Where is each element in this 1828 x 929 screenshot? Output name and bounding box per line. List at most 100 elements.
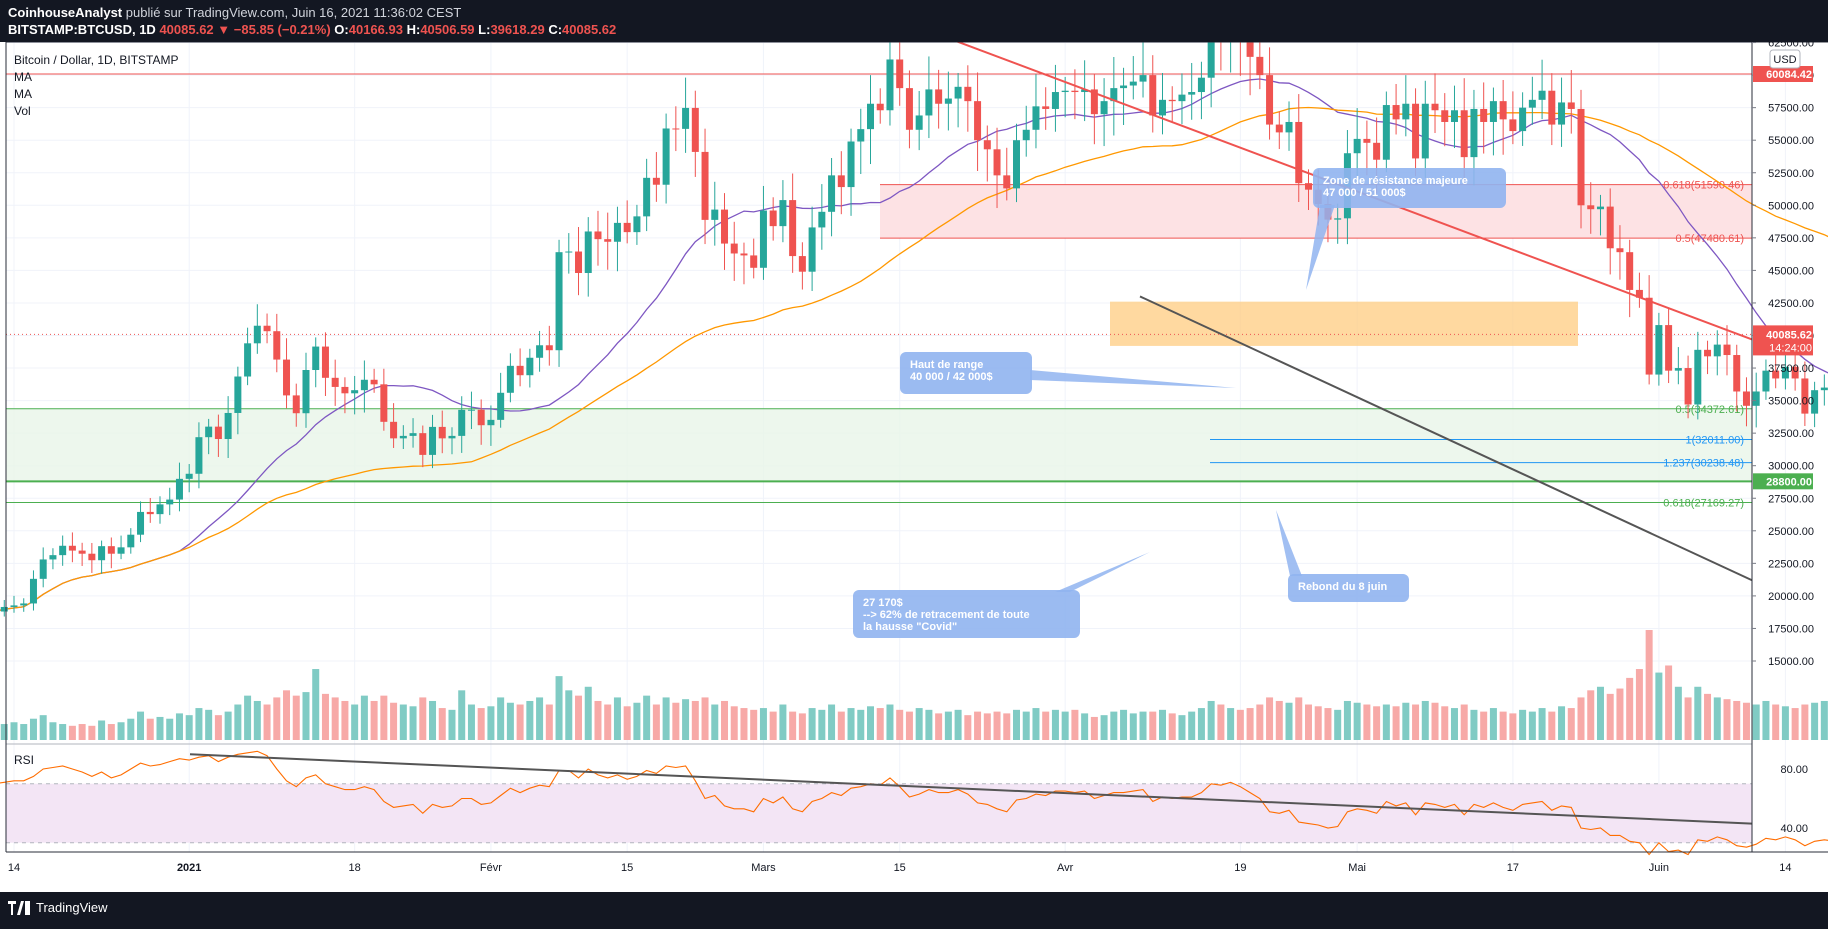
volume-bars [0, 630, 1828, 740]
candle-body [584, 231, 592, 274]
candle-body [1188, 92, 1196, 95]
candle-body [905, 88, 913, 130]
volume-bar [1139, 711, 1147, 740]
candle-body [1120, 85, 1128, 89]
close-label: C: [548, 22, 563, 37]
candle-body [964, 86, 972, 102]
candle-body [1509, 119, 1517, 132]
volume-bar [1489, 708, 1497, 740]
volume-bar [1188, 711, 1196, 740]
volume-bar [166, 718, 174, 740]
volume-bar [1061, 711, 1069, 740]
axes[interactable]: 65000.0062500.0060000.0057500.0055000.00… [5, 42, 1828, 874]
ma-slow-label[interactable]: MA [14, 87, 32, 101]
candle-body [555, 252, 563, 351]
low-value: 39618.29 [490, 22, 545, 37]
volume-bar [1460, 704, 1468, 740]
volume-bar [1801, 704, 1809, 740]
volume-bar [1129, 713, 1137, 740]
chart[interactable]: 0.618(51590.46) 0.5(47480.61) 0.5(34372.61… [0, 42, 1828, 892]
candle-body [214, 426, 222, 440]
volume-bar [273, 697, 281, 740]
candle-body [244, 343, 252, 377]
candle-body [263, 325, 271, 332]
rsi-pane[interactable] [0, 743, 1828, 856]
note-retracement [853, 590, 1080, 638]
volume-bar [1246, 708, 1254, 740]
candle-body [351, 390, 359, 394]
volume-bar [1382, 704, 1390, 740]
volume-bar [565, 690, 573, 740]
candle-body [623, 222, 631, 233]
volume-bar [370, 700, 378, 740]
candle-body [837, 175, 845, 188]
candle-body [438, 426, 446, 439]
candle-body [1704, 349, 1712, 357]
volume-label[interactable]: Vol [14, 104, 31, 118]
candle-body [594, 231, 602, 240]
currency-badge[interactable] [1769, 49, 1801, 69]
volume-bar [1811, 702, 1819, 740]
volume-bar [49, 722, 57, 740]
publisher-name[interactable]: CoinhouseAnalyst [8, 5, 123, 20]
ma-slow-line [0, 106, 1828, 611]
candle-body [828, 175, 836, 212]
candle-body [419, 433, 427, 455]
candle-body [789, 200, 797, 257]
volume-bar [818, 709, 826, 740]
candle-body [867, 103, 875, 130]
candle-body [477, 409, 485, 426]
volume-bar [244, 695, 252, 740]
volume-bar [1343, 700, 1351, 740]
x-tick-label: 14 [8, 862, 20, 874]
candle-body [1003, 175, 1011, 189]
candle-body [1635, 289, 1643, 298]
volume-bar [526, 700, 534, 740]
volume-bar [652, 704, 660, 740]
candle-body [497, 392, 505, 420]
candle-body [1752, 391, 1760, 406]
volume-bar [1684, 697, 1692, 740]
volume-bar [1227, 708, 1235, 740]
candle-body [1100, 101, 1108, 115]
volume-bar [944, 711, 952, 740]
candle-body [234, 376, 242, 413]
candle-body [944, 98, 952, 104]
volume-bar [896, 709, 904, 740]
tradingview-logo[interactable]: TradingView [8, 900, 108, 915]
rsi-label[interactable]: RSI [14, 753, 34, 767]
open-value: 40166.93 [348, 22, 403, 37]
volume-bar [1120, 709, 1128, 740]
volume-bar [1421, 700, 1429, 740]
volume-bar [1742, 702, 1750, 740]
volume-bar [88, 725, 96, 740]
volume-bar [1324, 708, 1332, 740]
candle-body [1197, 77, 1205, 93]
volume-bar [497, 697, 505, 740]
legend: Bitcoin / Dollar, 1D, BITSTAMP MA MA Vol… [14, 49, 1801, 767]
candles[interactable] [0, 42, 1828, 617]
volume-bar [1285, 702, 1293, 740]
symbol-line: BITSTAMP:BTCUSD, 1D 40085.62 ▼ −85.85 (−… [8, 22, 616, 37]
candle-body [536, 345, 544, 358]
candle-body [1421, 103, 1429, 159]
currency-label: USD [1773, 54, 1796, 66]
y-tick-label: 50000.00 [1768, 200, 1814, 212]
volume-bar [828, 704, 836, 740]
last-price-tag [1753, 325, 1813, 356]
ma-fast-label[interactable]: MA [14, 70, 32, 84]
candle-body [750, 255, 758, 268]
symbol: BITSTAMP:BTCUSD, 1D [8, 22, 156, 37]
candle-body [1042, 106, 1050, 109]
volume-bar [1704, 693, 1712, 740]
y-tick-label: 32500.00 [1768, 428, 1814, 440]
candle-body [1811, 390, 1819, 414]
volume-bar [857, 709, 865, 740]
candle-body [78, 550, 86, 554]
candle-body [68, 545, 76, 551]
volume-bar [545, 704, 553, 740]
volume-bar [516, 704, 524, 740]
candle-body [798, 256, 806, 272]
volume-bar [867, 706, 875, 740]
